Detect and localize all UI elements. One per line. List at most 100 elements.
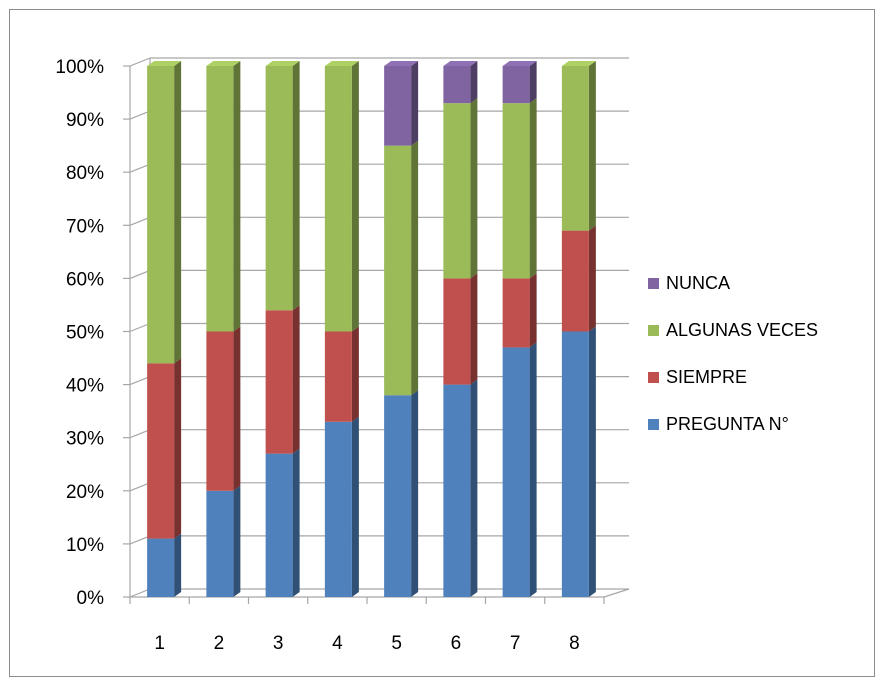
bar-segment	[384, 66, 412, 146]
legend-label: SIEMPRE	[666, 367, 747, 387]
legend-swatch	[648, 325, 659, 336]
bar-segment	[206, 66, 234, 332]
bar-segment-side	[411, 390, 419, 597]
bar-segment	[147, 66, 175, 364]
x-tick-label: 7	[510, 633, 521, 654]
bar-segment-side	[292, 305, 300, 454]
bar-segment-side	[233, 61, 241, 332]
bar-segment-side	[351, 416, 359, 597]
y-tick-label: 30%	[66, 429, 104, 450]
legend-label: PREGUNTA N°	[666, 414, 789, 434]
bar-segment-side	[529, 273, 537, 348]
y-tick-label: 10%	[66, 535, 104, 556]
y-tick-label: 90%	[66, 110, 104, 131]
bar-segment-side	[233, 326, 241, 491]
bar-segment	[502, 278, 530, 348]
y-tick-label: 0%	[77, 588, 105, 609]
y-tick-label: 80%	[66, 163, 104, 184]
bar-segment-side	[174, 358, 182, 539]
y-tick-label: 50%	[66, 323, 104, 344]
x-tick-label: 2	[214, 633, 225, 654]
x-tick-label: 4	[332, 633, 343, 654]
bar-segment	[561, 331, 589, 597]
bar-segment	[502, 66, 530, 104]
bar-segment-side	[411, 61, 419, 146]
bar-segment-top	[561, 61, 596, 66]
bar-segment	[502, 347, 530, 597]
bar-segment	[502, 103, 530, 279]
bar-segment-top	[443, 61, 478, 66]
bar-segment-side	[470, 273, 478, 385]
bar-segment	[324, 421, 352, 597]
bar-segment	[265, 453, 293, 597]
bar-segment	[147, 363, 175, 539]
bar-segment-top	[206, 61, 241, 66]
legend-label: ALGUNAS VECES	[666, 320, 818, 340]
legend-swatch	[648, 419, 659, 430]
bar-segment-side	[351, 61, 359, 332]
gridline-depth	[129, 269, 151, 279]
bar-segment-top	[502, 61, 537, 66]
gridline-depth	[129, 588, 151, 598]
y-tick-label: 70%	[66, 216, 104, 237]
bar-segment	[265, 66, 293, 311]
legend-swatch	[648, 372, 659, 383]
x-tick-label: 3	[273, 633, 284, 654]
bar-segment	[443, 103, 471, 279]
bar-segment-side	[470, 98, 478, 279]
bar-segment	[561, 66, 589, 231]
bar-segment	[206, 490, 234, 597]
bar-segment	[384, 145, 412, 396]
bar-segment-side	[174, 61, 182, 364]
y-tick-label: 100%	[55, 57, 104, 78]
bar-segment-side	[470, 61, 478, 104]
bar-segment	[443, 66, 471, 104]
legend-label: NUNCA	[666, 273, 730, 293]
gridline-depth	[129, 163, 151, 173]
x-tick-label: 5	[391, 633, 402, 654]
bar-segment-top	[324, 61, 359, 66]
bar-segment-side	[351, 326, 359, 422]
gridline-depth	[129, 429, 151, 439]
x-tick-label: 6	[451, 633, 462, 654]
bar-segment-side	[292, 61, 300, 311]
bar-segment-side	[588, 326, 596, 597]
gridline-depth	[129, 482, 151, 492]
bar-segment-side	[470, 379, 478, 597]
bar-segment	[147, 538, 175, 597]
bar-segment	[443, 278, 471, 385]
bar-segment-top	[265, 61, 300, 66]
bar-segment-side	[588, 225, 596, 332]
bar-segment	[324, 66, 352, 332]
gridline-depth	[129, 322, 151, 333]
bar-segment	[561, 230, 589, 332]
gridline-depth	[129, 535, 151, 545]
bar-segment-side	[292, 448, 300, 597]
x-tick-label: 1	[154, 633, 165, 654]
gridline-depth	[129, 110, 151, 120]
legend-swatch	[648, 278, 659, 289]
bar-segment	[206, 331, 234, 491]
floor-edge	[603, 588, 630, 598]
bar-segment-top	[147, 61, 182, 66]
y-tick-label: 60%	[66, 269, 104, 290]
bar-segment-side	[529, 61, 537, 104]
bar-segment-top	[384, 61, 419, 66]
bar-segment	[384, 395, 412, 597]
bar-segment-side	[529, 342, 537, 597]
gridline-depth	[129, 57, 151, 67]
bar-segment-side	[174, 533, 182, 597]
gridline-depth	[129, 216, 151, 226]
y-tick-label: 20%	[66, 482, 104, 503]
bar-segment	[443, 384, 471, 597]
gridline-depth	[129, 376, 151, 386]
bar-segment-side	[588, 61, 596, 231]
bar-segment	[265, 310, 293, 454]
bar-segment-side	[233, 485, 241, 597]
x-tick-label: 8	[569, 633, 580, 654]
bar-segment	[324, 331, 352, 422]
bar-segment-side	[529, 98, 537, 279]
bar-segment-side	[411, 140, 419, 396]
y-tick-label: 40%	[66, 376, 104, 397]
